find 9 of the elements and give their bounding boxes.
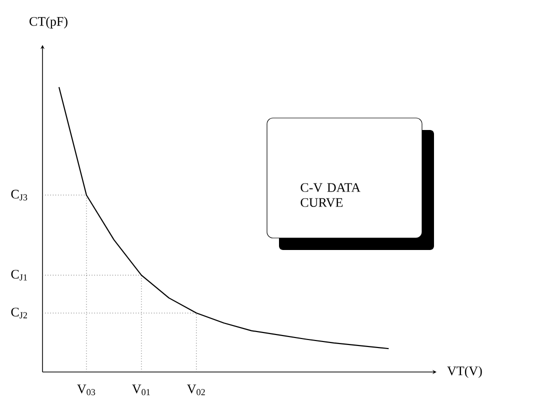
y-axis-title: CT(pF) bbox=[30, 16, 68, 28]
annotation: C-V DATA CURVE bbox=[300, 183, 360, 208]
x-tick-label: V$_{01}$ bbox=[132, 384, 150, 396]
x-tick-label: V$_{02}$ bbox=[187, 384, 205, 396]
x-tick-label: V$_{03}$ bbox=[77, 384, 96, 396]
ref-line-label: C$_{J1}$ bbox=[11, 270, 27, 280]
ref-line-label: C$_{J3}$ bbox=[11, 190, 28, 200]
ref-line-label: C$_{J2}$ bbox=[11, 308, 27, 318]
x-axis-title: VT(V) bbox=[447, 366, 482, 378]
